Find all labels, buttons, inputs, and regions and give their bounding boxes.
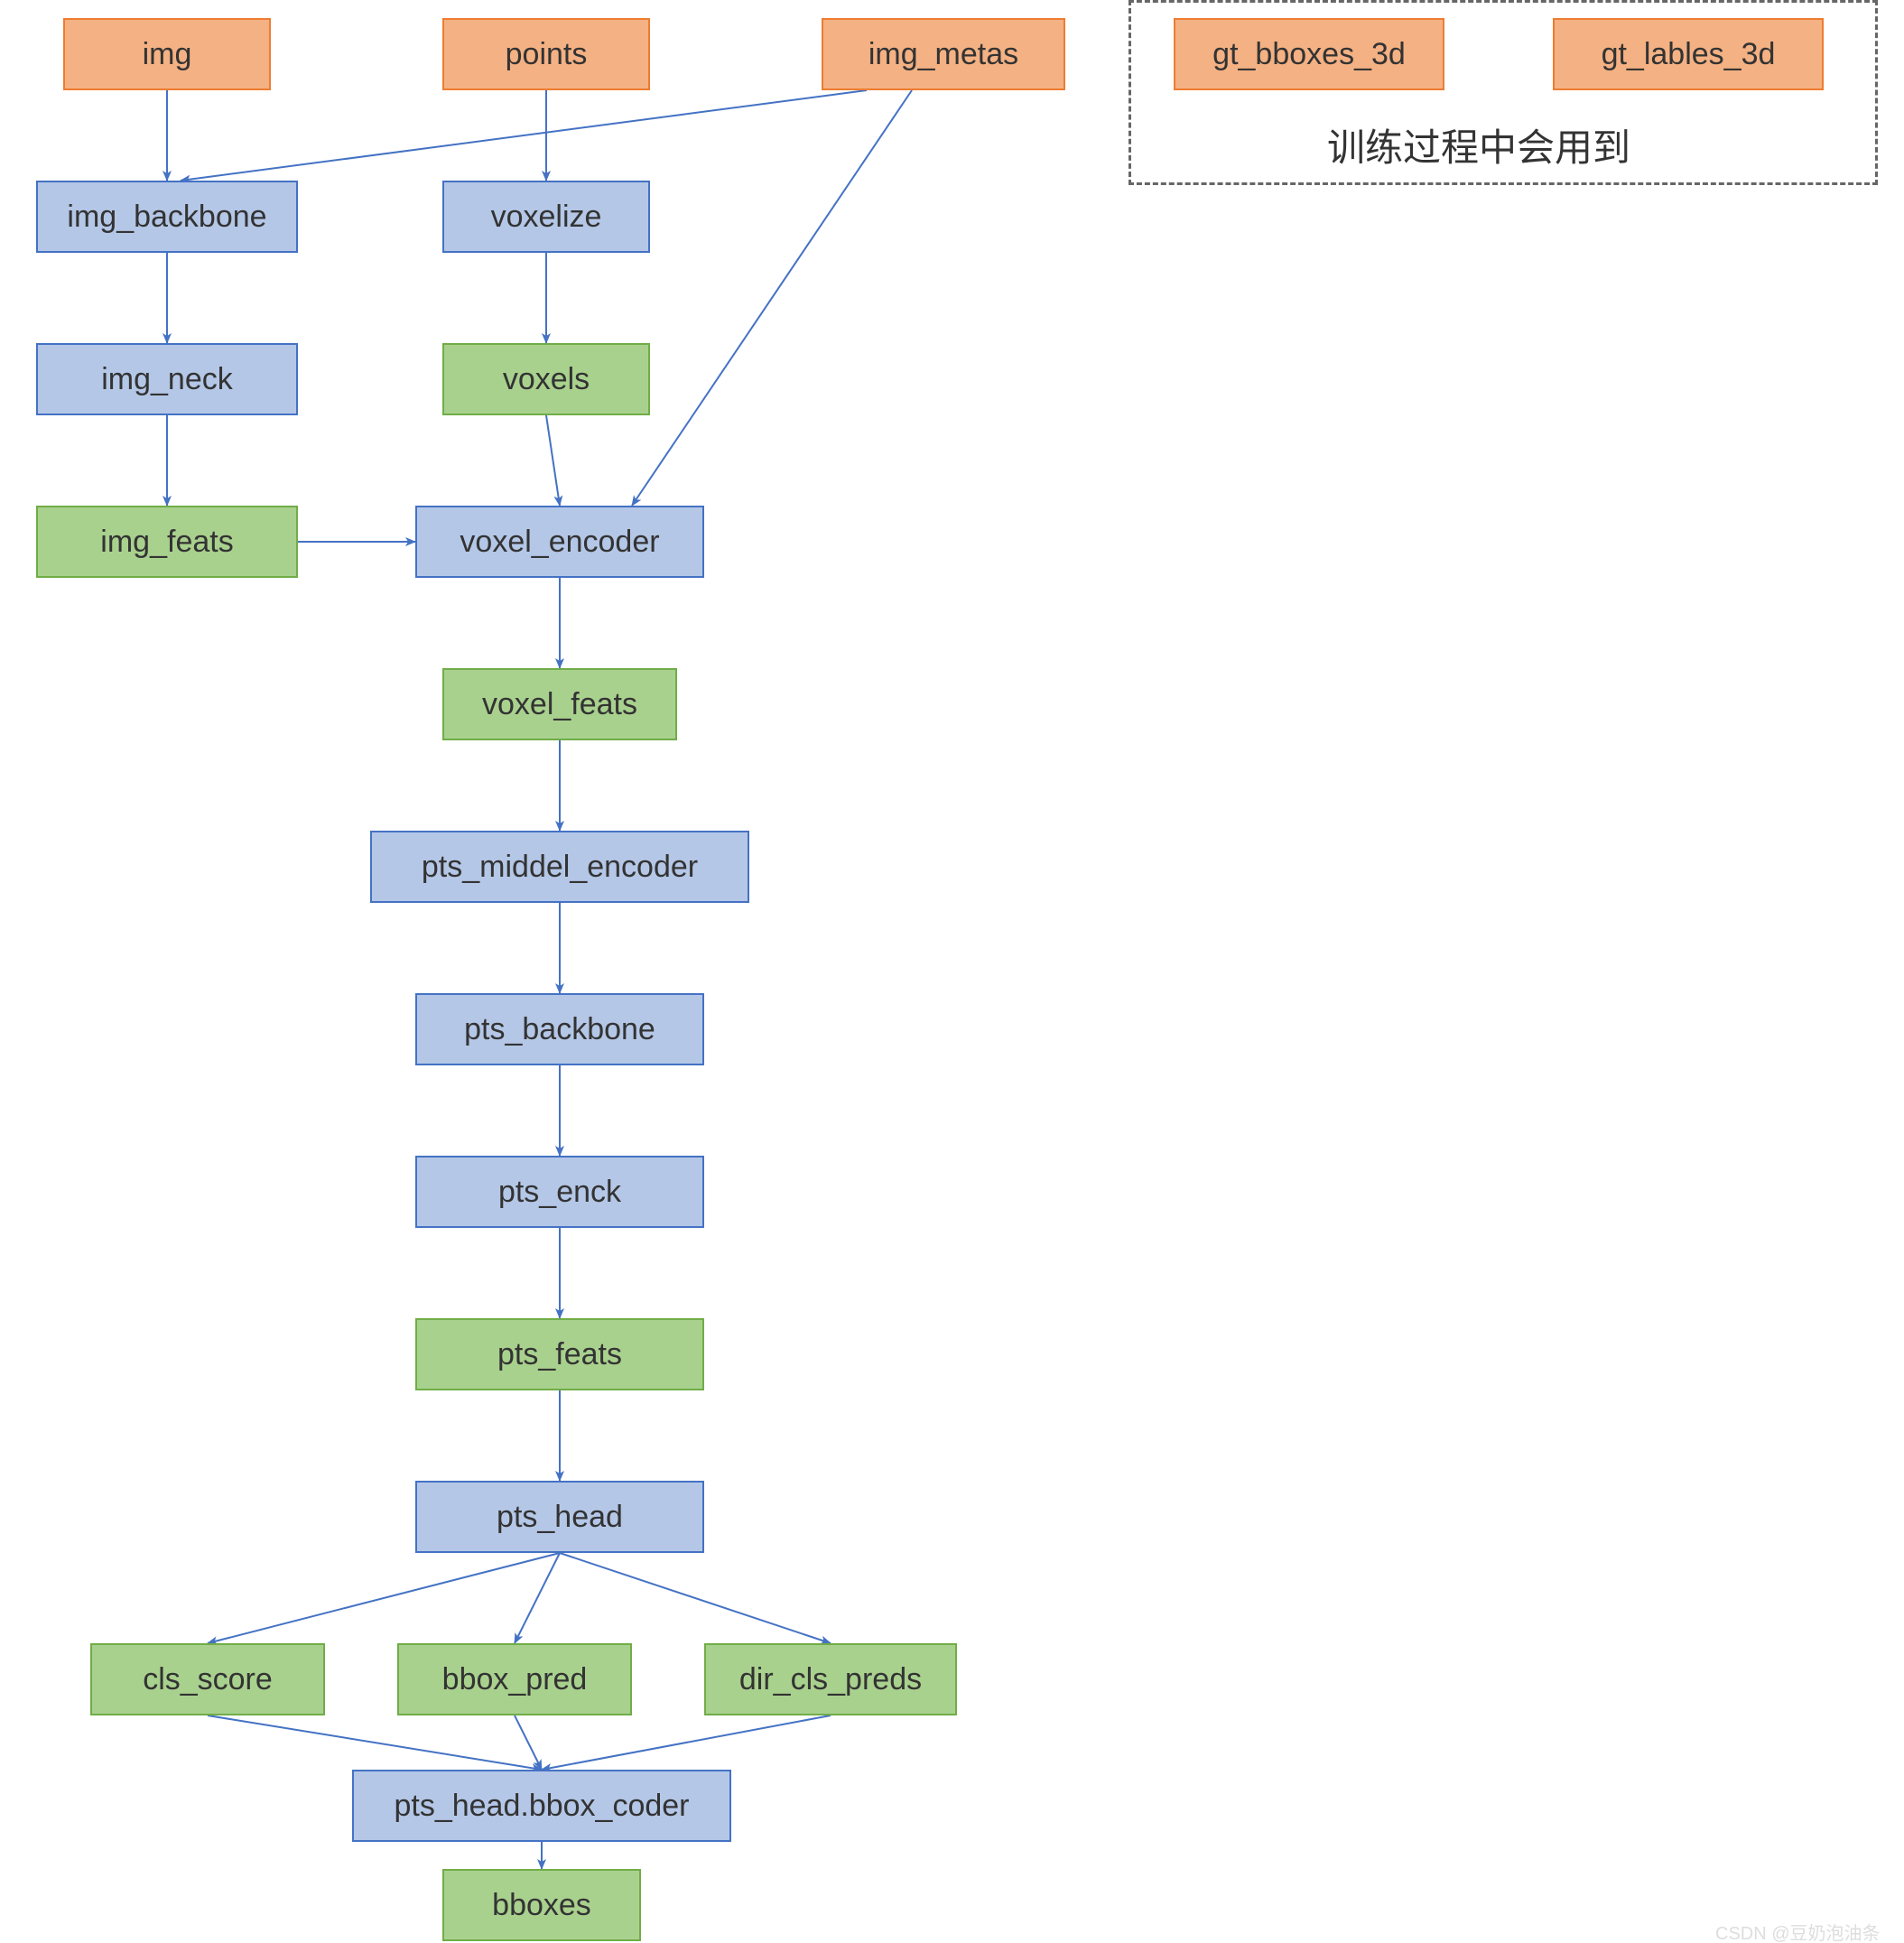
- node-bbox-pred: bbox_pred: [397, 1643, 632, 1715]
- node-cls-score: cls_score: [90, 1643, 325, 1715]
- node-pts-middel-encoder: pts_middel_encoder: [370, 831, 749, 903]
- watermark-text: CSDN @豆奶泡油条: [1715, 1919, 1881, 1943]
- node-img-feats: img_feats: [36, 506, 298, 578]
- node-pts-enck: pts_enck: [415, 1156, 704, 1228]
- node-img-metas: img_metas: [822, 18, 1065, 90]
- node-voxel-feats: voxel_feats: [442, 668, 677, 740]
- edge-voxels-to-voxel_encoder: [546, 415, 560, 506]
- edge-pts_head-to-bbox_pred: [515, 1553, 560, 1643]
- edge-pts_head-to-cls_score: [208, 1553, 560, 1643]
- node-voxels: voxels: [442, 343, 650, 415]
- node-bboxes: bboxes: [442, 1869, 641, 1941]
- node-voxelize: voxelize: [442, 181, 650, 253]
- node-voxel-encoder: voxel_encoder: [415, 506, 704, 578]
- edge-bbox_pred-to-pts_head_bbox_coder: [515, 1715, 542, 1770]
- edge-dir_cls_preds-to-pts_head_bbox_coder: [542, 1715, 831, 1770]
- node-img: img: [63, 18, 271, 90]
- edge-cls_score-to-pts_head_bbox_coder: [208, 1715, 542, 1770]
- edge-img_metas-to-img_backbone: [181, 90, 867, 181]
- node-img-neck: img_neck: [36, 343, 298, 415]
- node-pts-head-bbox-coder: pts_head.bbox_coder: [352, 1770, 731, 1842]
- node-points: points: [442, 18, 650, 90]
- node-pts-head: pts_head: [415, 1481, 704, 1553]
- training-annotation-label: 训练过程中会用到: [1327, 117, 1630, 172]
- node-img-backbone: img_backbone: [36, 181, 298, 253]
- edge-pts_head-to-dir_cls_preds: [560, 1553, 831, 1643]
- node-pts-feats: pts_feats: [415, 1318, 704, 1390]
- node-dir-cls-preds: dir_cls_preds: [704, 1643, 957, 1715]
- edge-img_metas-to-voxel_encoder: [632, 90, 912, 506]
- node-pts-backbone: pts_backbone: [415, 993, 704, 1065]
